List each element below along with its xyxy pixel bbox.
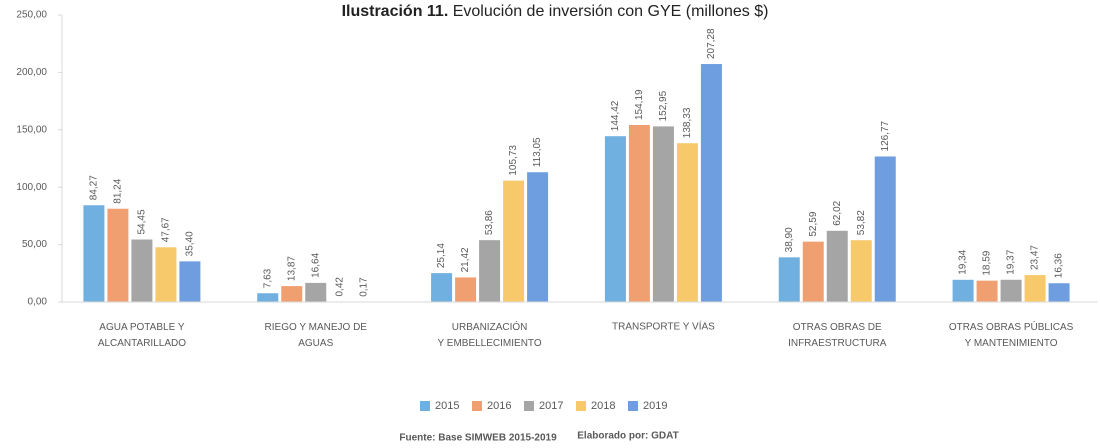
figure-label: Ilustración 11. bbox=[342, 3, 449, 20]
title-text: Evolución de inversión con GYE (millones… bbox=[453, 3, 769, 20]
value-label: 54,45 bbox=[137, 209, 148, 234]
value-label: 0,17 bbox=[358, 277, 369, 297]
value-label: 16,36 bbox=[1054, 253, 1065, 278]
y-tick-label: 100,00 bbox=[16, 182, 47, 193]
bar bbox=[778, 257, 800, 302]
legend-label: 2017 bbox=[539, 400, 563, 412]
bar bbox=[257, 293, 279, 302]
legend-label: 2019 bbox=[643, 400, 667, 412]
bar bbox=[83, 205, 105, 302]
bar bbox=[527, 172, 549, 302]
source: Fuente: Base SIMWEB 2015-2019 bbox=[399, 433, 557, 444]
value-label: 154,19 bbox=[634, 89, 645, 120]
y-tick-label: 200,00 bbox=[16, 67, 47, 78]
value-label: 113,05 bbox=[532, 137, 543, 167]
value-label: 144,42 bbox=[610, 100, 621, 131]
bar bbox=[107, 208, 129, 302]
bar bbox=[281, 286, 303, 302]
value-label: 35,40 bbox=[185, 231, 196, 256]
legend-label: 2018 bbox=[591, 400, 615, 412]
value-label: 23,47 bbox=[1030, 245, 1041, 270]
value-label: 7,63 bbox=[262, 268, 273, 288]
x-tick-label: OTRAS OBRAS PÚBLICAS Y MANTENIMIENTO bbox=[949, 320, 1074, 349]
value-label: 19,34 bbox=[958, 249, 969, 274]
bar bbox=[1000, 279, 1022, 302]
bar bbox=[676, 143, 698, 302]
credit: Elaborado por: GDAT bbox=[577, 431, 678, 442]
value-label: 53,86 bbox=[484, 210, 495, 235]
bar bbox=[503, 180, 525, 302]
legend-swatch bbox=[472, 401, 482, 411]
bar bbox=[802, 241, 824, 302]
bar bbox=[1024, 275, 1046, 302]
bar bbox=[155, 247, 177, 302]
value-label: 19,37 bbox=[1006, 249, 1017, 274]
bar bbox=[1048, 283, 1070, 302]
x-tick-label: AGUA POTABLE Y ALCANTARILLADO bbox=[98, 322, 186, 349]
value-label: 84,27 bbox=[89, 175, 100, 200]
bar bbox=[850, 240, 872, 302]
value-label: 126,77 bbox=[880, 120, 891, 151]
y-tick-label: 50,00 bbox=[22, 239, 47, 250]
y-tick-label: 250,00 bbox=[16, 10, 47, 21]
x-tick-label: RIEGO Y MANEJO DE AGUAS bbox=[265, 322, 368, 349]
bar bbox=[431, 273, 453, 302]
bar bbox=[700, 64, 722, 302]
value-label: 21,42 bbox=[460, 247, 471, 272]
legend-swatch bbox=[524, 401, 534, 411]
bar bbox=[604, 136, 626, 302]
value-label: 13,87 bbox=[286, 256, 297, 281]
bar bbox=[455, 277, 477, 302]
bar bbox=[628, 124, 650, 302]
bar bbox=[826, 230, 848, 302]
bar bbox=[305, 282, 327, 302]
value-label: 53,82 bbox=[856, 210, 867, 235]
bar bbox=[131, 239, 153, 302]
value-label: 25,14 bbox=[436, 243, 447, 268]
value-label: 38,90 bbox=[784, 227, 795, 252]
legend-swatch bbox=[628, 401, 638, 411]
bar bbox=[874, 156, 896, 302]
value-label: 105,73 bbox=[508, 145, 519, 176]
bar bbox=[479, 240, 501, 302]
value-label: 0,42 bbox=[334, 277, 345, 297]
value-label: 207,28 bbox=[706, 28, 717, 59]
x-tick-label: TRANSPORTE Y VÍAS bbox=[612, 320, 715, 333]
bar bbox=[179, 261, 201, 302]
legend-swatch bbox=[420, 401, 430, 411]
x-tick-label: URBANIZACIÓN Y EMBELLECIMIENTO bbox=[438, 320, 542, 349]
bar bbox=[952, 279, 974, 302]
value-label: 52,59 bbox=[808, 211, 819, 236]
bar bbox=[652, 126, 674, 303]
value-label: 138,33 bbox=[682, 107, 693, 138]
legend-swatch bbox=[576, 401, 586, 411]
legend-label: 2016 bbox=[487, 400, 511, 412]
value-label: 152,95 bbox=[658, 90, 669, 121]
value-label: 18,59 bbox=[982, 250, 993, 275]
value-label: 47,67 bbox=[161, 217, 172, 242]
y-tick-label: 0,00 bbox=[28, 297, 48, 308]
value-label: 81,24 bbox=[113, 178, 124, 203]
bar bbox=[976, 280, 998, 302]
value-label: 16,64 bbox=[310, 252, 321, 277]
legend-label: 2015 bbox=[435, 400, 459, 412]
chart-title: Ilustración 11. Evolución de inversión c… bbox=[342, 3, 769, 20]
y-tick-label: 150,00 bbox=[16, 124, 47, 135]
x-tick-label: OTRAS OBRAS DE INFRAESTRUCTURA bbox=[788, 322, 887, 349]
value-label: 62,02 bbox=[832, 200, 843, 225]
